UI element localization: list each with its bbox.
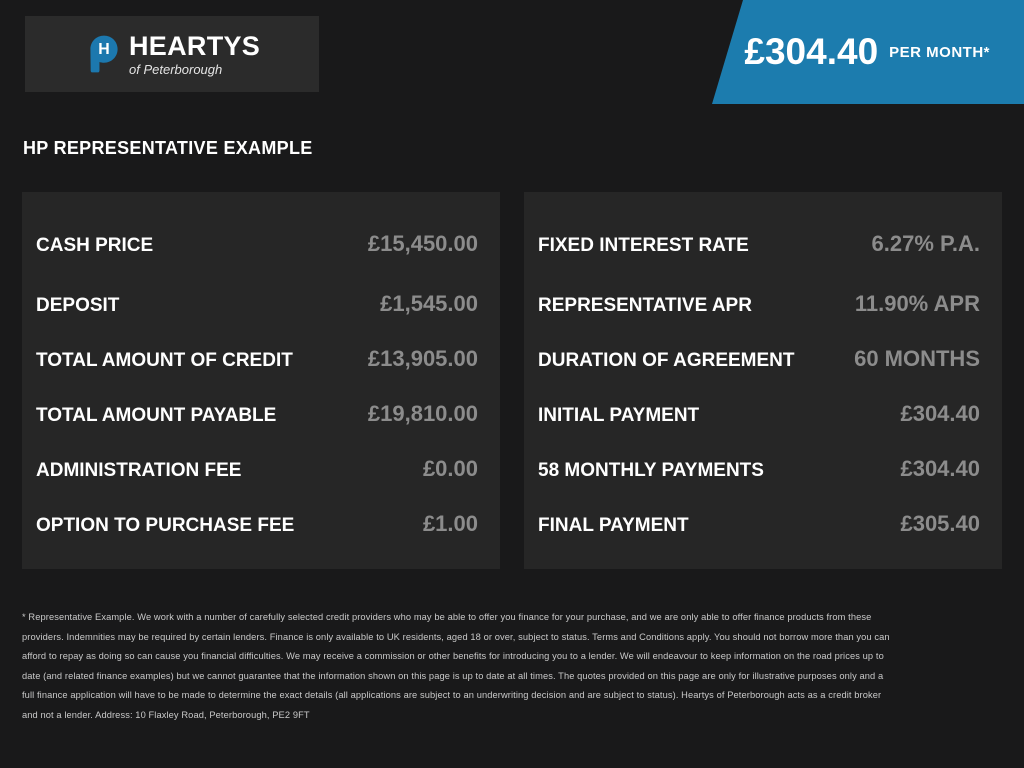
svg-text:H: H — [98, 41, 109, 58]
